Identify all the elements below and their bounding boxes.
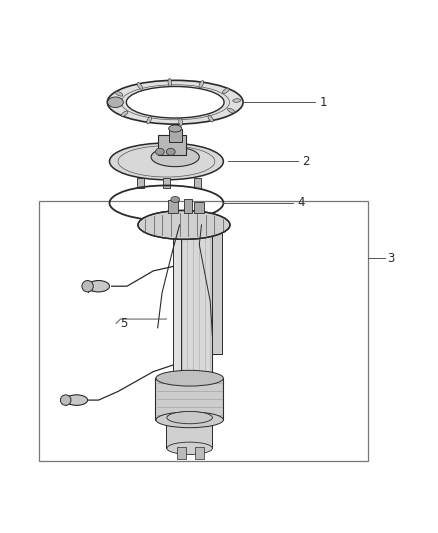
Ellipse shape [88, 280, 110, 292]
Ellipse shape [199, 80, 204, 88]
Ellipse shape [108, 97, 124, 108]
Bar [195, 447, 204, 459]
Ellipse shape [169, 125, 182, 132]
Ellipse shape [156, 412, 223, 427]
Text: 3: 3 [388, 252, 395, 264]
Bar [180, 225, 212, 381]
Bar [194, 178, 201, 188]
Ellipse shape [82, 280, 93, 292]
Bar [158, 135, 186, 155]
Ellipse shape [116, 92, 123, 96]
Text: 4: 4 [298, 197, 305, 209]
Text: 5: 5 [120, 317, 128, 330]
Ellipse shape [155, 148, 164, 155]
Ellipse shape [151, 147, 199, 167]
Ellipse shape [208, 115, 213, 122]
Bar [166, 418, 212, 448]
Bar [177, 447, 186, 459]
Ellipse shape [66, 395, 88, 405]
Bar [173, 225, 181, 381]
Ellipse shape [233, 99, 240, 102]
Ellipse shape [228, 108, 235, 113]
Bar [194, 201, 204, 213]
Ellipse shape [168, 78, 172, 86]
Bar [66, 395, 79, 405]
Ellipse shape [223, 88, 229, 93]
Bar [39, 201, 368, 462]
Ellipse shape [126, 86, 224, 118]
Ellipse shape [107, 80, 243, 124]
Ellipse shape [60, 395, 71, 405]
Bar [212, 225, 222, 354]
Ellipse shape [137, 83, 142, 90]
Bar [88, 280, 102, 292]
Ellipse shape [138, 211, 230, 239]
Text: 1: 1 [320, 96, 327, 109]
Bar [168, 200, 178, 213]
Ellipse shape [179, 118, 182, 126]
Ellipse shape [156, 370, 223, 386]
Text: 2: 2 [302, 155, 310, 168]
Ellipse shape [121, 111, 128, 116]
Bar [169, 130, 182, 142]
Bar [155, 378, 223, 420]
Ellipse shape [110, 102, 117, 106]
Ellipse shape [171, 197, 180, 203]
Ellipse shape [167, 411, 212, 424]
Ellipse shape [110, 143, 223, 180]
Ellipse shape [167, 442, 212, 455]
Ellipse shape [166, 148, 175, 155]
Bar [184, 199, 192, 213]
Bar [163, 178, 170, 188]
Bar [137, 178, 144, 188]
Ellipse shape [147, 117, 152, 124]
